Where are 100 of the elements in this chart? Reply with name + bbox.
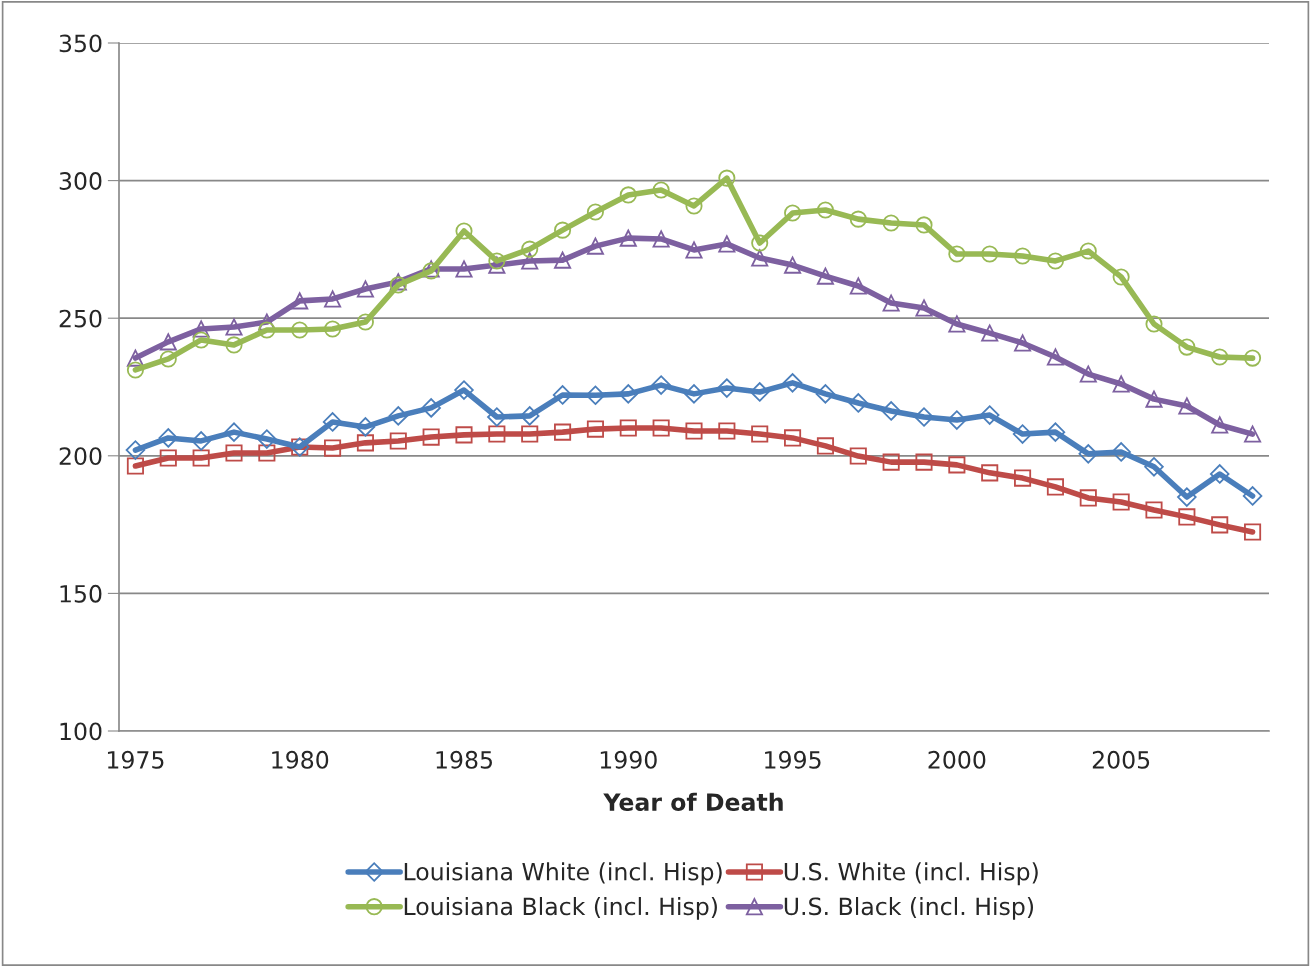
point	[585, 385, 606, 405]
point	[1211, 516, 1229, 534]
point	[225, 318, 243, 336]
point	[882, 294, 900, 312]
point	[521, 252, 539, 270]
point	[421, 398, 441, 418]
x-tick-label: 1975	[107, 750, 164, 769]
legend-label: Louisiana Black (incl. Hisp)	[404, 896, 717, 920]
x-tick-label: 1995	[765, 750, 821, 769]
point	[619, 419, 637, 437]
point	[126, 457, 144, 475]
point	[685, 241, 703, 259]
point	[652, 419, 670, 437]
point	[159, 449, 177, 467]
point	[126, 361, 144, 379]
point	[981, 324, 999, 342]
point	[257, 429, 277, 449]
point	[322, 412, 343, 432]
point	[1244, 349, 1262, 367]
x-tick-label: 1980	[272, 750, 329, 769]
point	[1211, 416, 1229, 434]
point	[224, 422, 244, 442]
point	[388, 406, 409, 426]
x-tick-label: 2000	[928, 750, 986, 769]
point	[849, 210, 867, 228]
point	[389, 432, 407, 450]
y-tick-label: 150	[60, 584, 102, 603]
point	[948, 315, 966, 333]
point	[455, 426, 473, 444]
point	[1111, 442, 1131, 462]
point	[355, 417, 376, 437]
point	[1244, 523, 1262, 541]
point	[1078, 444, 1099, 464]
point	[718, 422, 736, 440]
point	[1112, 375, 1130, 393]
point	[751, 425, 769, 443]
point	[881, 401, 901, 421]
point	[1177, 487, 1197, 507]
point	[948, 245, 966, 263]
point	[454, 380, 474, 400]
point	[356, 280, 374, 298]
point	[915, 299, 933, 317]
point	[618, 384, 639, 404]
point	[718, 169, 736, 187]
point	[1144, 457, 1164, 477]
point	[979, 405, 1000, 425]
point	[488, 256, 506, 274]
point	[1112, 493, 1130, 511]
point	[1014, 469, 1032, 487]
point	[488, 425, 506, 443]
point	[586, 237, 604, 255]
point	[554, 423, 572, 441]
point	[784, 256, 802, 274]
point	[125, 440, 146, 460]
point	[455, 222, 473, 240]
point	[1046, 478, 1064, 496]
point	[192, 320, 210, 338]
point	[225, 336, 243, 354]
point	[718, 235, 736, 253]
point	[1242, 486, 1263, 506]
point	[619, 186, 637, 204]
x-tick-label: 1985	[436, 750, 492, 769]
point	[1014, 247, 1032, 265]
legend-label: U.S. White (incl. Hisp)	[784, 862, 1038, 886]
point	[356, 313, 374, 331]
point	[849, 447, 867, 465]
point	[191, 431, 211, 451]
point	[882, 453, 900, 471]
point	[291, 321, 309, 339]
point	[784, 429, 802, 447]
point	[324, 290, 342, 308]
point	[488, 252, 506, 270]
point	[948, 456, 966, 474]
point	[685, 422, 703, 440]
point	[291, 292, 309, 310]
point	[1014, 334, 1032, 352]
point	[981, 245, 999, 263]
point	[1145, 315, 1163, 333]
point	[1046, 348, 1064, 366]
point	[455, 260, 473, 278]
legend-label: Louisiana White (incl. Hisp)	[404, 862, 722, 886]
point	[1244, 425, 1262, 443]
x-tick-label: 2005	[1092, 750, 1150, 769]
y-tick-label: 100	[60, 722, 102, 741]
point	[981, 464, 999, 482]
x-axis-title: Year of Death	[603, 792, 783, 812]
point	[158, 428, 179, 448]
point	[1178, 397, 1196, 415]
point	[717, 378, 737, 398]
point	[751, 234, 769, 252]
point	[816, 201, 834, 219]
point	[619, 229, 637, 247]
point	[192, 331, 210, 349]
point	[1046, 252, 1064, 270]
point	[947, 410, 967, 430]
point	[914, 407, 934, 427]
point	[915, 453, 933, 471]
point	[915, 216, 933, 234]
point	[1211, 348, 1229, 366]
point	[816, 267, 834, 285]
